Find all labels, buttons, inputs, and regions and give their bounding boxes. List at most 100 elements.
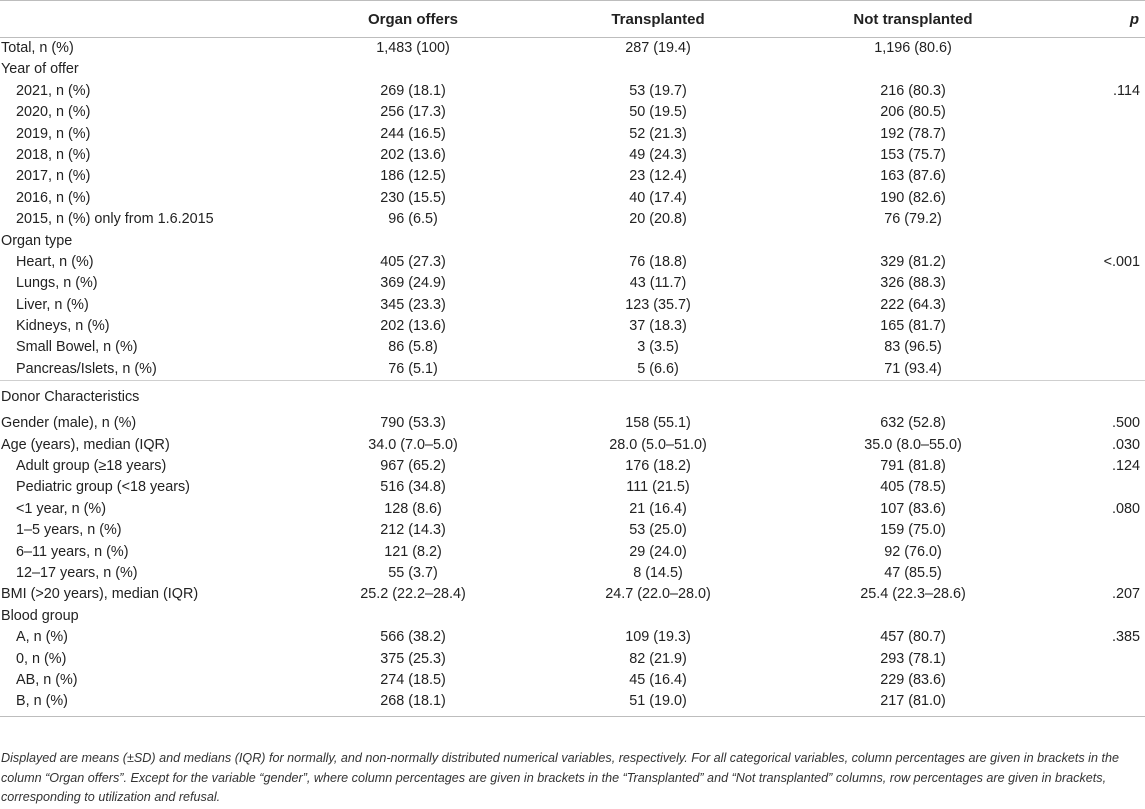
cell-not-transplanted: 1,196 (80.6): [874, 40, 952, 56]
row-label: 1–5 years, n (%): [16, 522, 122, 539]
cell-transplanted: 109 (19.3): [625, 629, 691, 646]
row-label: 2018, n (%): [16, 146, 91, 163]
cell-transplanted: 53 (19.7): [629, 82, 687, 99]
row-label: 0, n (%): [16, 650, 67, 667]
cell-organ-offers: 186 (12.5): [380, 168, 446, 185]
row-label: 2019, n (%): [16, 125, 91, 142]
table-row: 2018, n (%) 202 (13.6) 49 (24.3) 153 (75.7): [0, 145, 1145, 166]
section-row: Donor Characteristics: [0, 380, 1145, 413]
cell-not-transplanted: 791 (81.8): [880, 458, 946, 475]
cell-organ-offers: 345 (23.3): [380, 296, 446, 313]
row-label: B, n (%): [16, 693, 68, 710]
cell-not-transplanted: 632 (52.8): [880, 415, 946, 432]
cell-p-value: .124: [1111, 458, 1140, 475]
row-label: Donor Characteristics: [1, 389, 140, 406]
cell-organ-offers: 405 (27.3): [380, 253, 446, 270]
cell-organ-offers: 96 (6.5): [388, 211, 438, 228]
cell-organ-offers: 86 (5.8): [388, 339, 438, 356]
cell-p-value: <.001: [1103, 253, 1140, 270]
cell-transplanted: 21 (16.4): [629, 500, 687, 517]
cell-transplanted: 29 (24.0): [629, 543, 687, 560]
cell-p-value: .114: [1113, 82, 1140, 99]
cell-transplanted: 52 (21.3): [629, 125, 687, 142]
cell-transplanted: 37 (18.3): [629, 318, 687, 335]
table-row: Liver, n (%) 345 (23.3) 123 (35.7) 222 (64.…: [0, 295, 1145, 316]
row-label: Adult group (≥18 years): [16, 458, 167, 475]
cell-organ-offers: 202 (13.6): [380, 318, 446, 335]
cell-transplanted: 176 (18.2): [625, 458, 691, 475]
cell-transplanted: 287 (19.4): [625, 40, 691, 56]
cell-organ-offers: 566 (38.2): [380, 629, 446, 646]
cell-organ-offers: 269 (18.1): [380, 82, 446, 99]
cell-organ-offers: 369 (24.9): [380, 275, 446, 292]
cell-not-transplanted: 329 (81.2): [880, 253, 946, 270]
table-row: 6–11 years, n (%) 121 (8.2) 29 (24.0) 92 (7…: [0, 542, 1145, 563]
cell-transplanted: 28.0 (5.0–51.0): [609, 436, 707, 453]
row-label: Gender (male), n (%): [1, 415, 137, 432]
row-label: 2020, n (%): [16, 104, 91, 121]
header-organ-offers: Organ offers: [367, 11, 458, 28]
table-row: B, n (%) 268 (18.1) 51 (19.0) 217 (81.0): [0, 691, 1145, 712]
table-row: Age (years), median (IQR) 34.0 (7.0–5.0) 2…: [0, 435, 1145, 456]
cell-not-transplanted: 83 (96.5): [884, 339, 942, 356]
row-label: Heart, n (%): [16, 253, 94, 270]
cell-transplanted: 40 (17.4): [629, 189, 687, 206]
table-row: Organ type: [0, 231, 1145, 252]
cell-organ-offers: 25.2 (22.2–28.4): [360, 586, 466, 603]
cell-not-transplanted: 216 (80.3): [880, 82, 946, 99]
table-row: BMI (>20 years), median (IQR) 25.2 (22.2–…: [0, 584, 1145, 605]
cell-organ-offers: 256 (17.3): [380, 104, 446, 121]
cell-transplanted: 49 (24.3): [629, 146, 687, 163]
cell-not-transplanted: 206 (80.5): [880, 104, 946, 121]
table-row: 2017, n (%) 186 (12.5) 23 (12.4) 163 (87.6): [0, 166, 1145, 187]
table-row: 2021, n (%) 269 (18.1) 53 (19.7) 216 (80.3)…: [0, 81, 1145, 102]
cell-p-value: .207: [1111, 586, 1140, 603]
cell-transplanted: 5 (6.6): [637, 360, 679, 377]
table-row: Small Bowel, n (%) 86 (5.8) 3 (3.5) 83 (96.…: [0, 337, 1145, 358]
table-row: 2015, n (%) only from 1.6.2015 96 (6.5) 20…: [0, 209, 1145, 230]
table-row: 2019, n (%) 244 (16.5) 52 (21.3) 192 (78.7): [0, 124, 1145, 145]
cell-not-transplanted: 222 (64.3): [880, 296, 946, 313]
row-label: Year of offer: [1, 61, 79, 78]
cell-organ-offers: 790 (53.3): [380, 415, 446, 432]
cell-not-transplanted: 159 (75.0): [880, 522, 946, 539]
row-label: Pediatric group (<18 years): [16, 479, 190, 496]
cell-transplanted: 23 (12.4): [629, 168, 687, 185]
row-label: 2017, n (%): [16, 168, 91, 185]
cell-transplanted: 123 (35.7): [625, 296, 691, 313]
table-row: Adult group (≥18 years) 967 (65.2) 176 (18…: [0, 456, 1145, 477]
cell-organ-offers: 375 (25.3): [380, 650, 446, 667]
table-row: 0, n (%) 375 (25.3) 82 (21.9) 293 (78.1): [0, 649, 1145, 670]
cell-not-transplanted: 92 (76.0): [884, 543, 942, 560]
cell-not-transplanted: 229 (83.6): [880, 671, 946, 688]
cell-transplanted: 111 (21.5): [626, 479, 690, 496]
row-label: Age (years), median (IQR): [1, 436, 170, 453]
table-row: AB, n (%) 274 (18.5) 45 (16.4) 229 (83.6): [0, 670, 1145, 691]
cell-p-value: .030: [1111, 436, 1140, 453]
cell-transplanted: 76 (18.8): [629, 253, 687, 270]
cell-not-transplanted: 163 (87.6): [880, 168, 946, 185]
row-label: 2016, n (%): [16, 189, 91, 206]
cell-transplanted: 24.7 (22.0–28.0): [605, 586, 711, 603]
data-table: Organ offers Transplanted Not transplant…: [0, 0, 1145, 717]
table-row: Pancreas/Islets, n (%) 76 (5.1) 5 (6.6) 71 …: [0, 359, 1145, 380]
row-label: Total, n (%): [1, 40, 74, 56]
table-footnote: Displayed are means (±SD) and medians (I…: [1, 751, 1119, 804]
table-row: Year of offer: [0, 59, 1145, 80]
row-label: Liver, n (%): [16, 296, 89, 313]
table-body: Total, n (%) 1,483 (100) 287 (19.4) 1,196 (…: [0, 38, 1145, 713]
cell-organ-offers: 268 (18.1): [380, 693, 446, 710]
cell-not-transplanted: 293 (78.1): [880, 650, 946, 667]
table-row: A, n (%) 566 (38.2) 109 (19.3) 457 (80.7) .3…: [0, 627, 1145, 648]
cell-transplanted: 45 (16.4): [629, 671, 687, 688]
cell-organ-offers: 121 (8.2): [384, 543, 442, 560]
cell-not-transplanted: 153 (75.7): [880, 146, 946, 163]
table-row: <1 year, n (%) 128 (8.6) 21 (16.4) 107 (83.…: [0, 499, 1145, 520]
cell-organ-offers: 1,483 (100): [376, 40, 450, 56]
row-label: 2015, n (%) only from 1.6.2015: [16, 211, 214, 228]
cell-not-transplanted: 47 (85.5): [884, 564, 942, 581]
row-label: Small Bowel, n (%): [16, 339, 138, 356]
header-transplanted: Transplanted: [611, 11, 705, 28]
row-label: 12–17 years, n (%): [16, 564, 138, 581]
cell-transplanted: 53 (25.0): [629, 522, 687, 539]
